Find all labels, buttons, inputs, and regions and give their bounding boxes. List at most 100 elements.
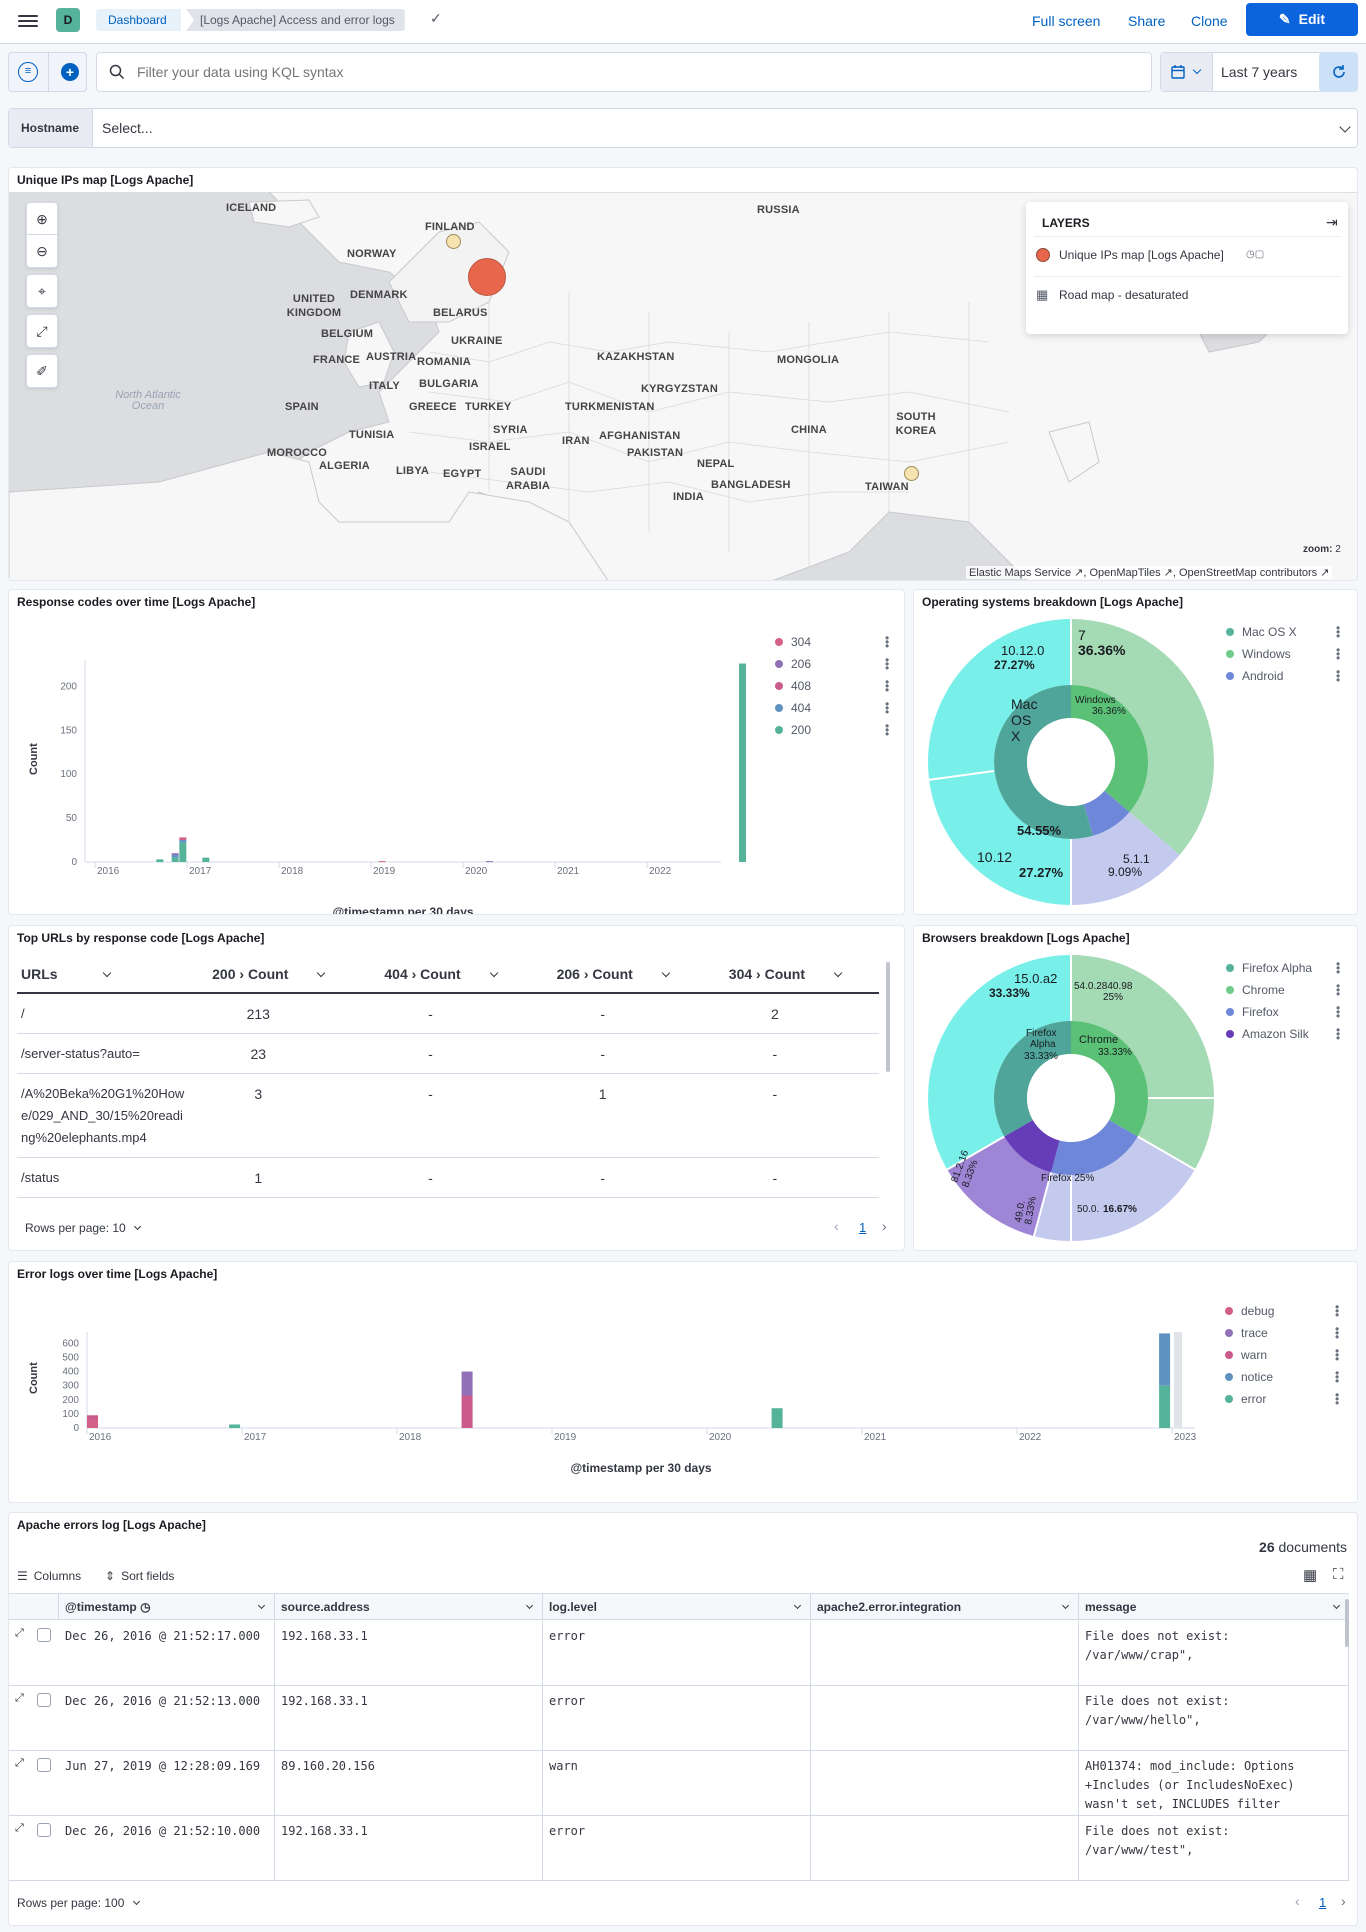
page-number[interactable]: 1 [1319,1895,1327,1910]
fullscreen-map-button[interactable]: ⤢ [26,314,58,348]
grid-cell-lvl[interactable]: error [543,1621,811,1686]
legend-item[interactable]: notice [1225,1370,1273,1384]
bar-304[interactable] [179,838,187,841]
expand-row-icon[interactable]: ⤢ [15,1822,24,1834]
legend-item[interactable]: 408 [775,679,811,693]
chevron-down-icon[interactable] [1061,1601,1070,1610]
grid-column-header[interactable]: apache2.error.integration [811,1594,1079,1620]
zoom-out-icon[interactable]: ⊖ [36,243,48,259]
bar-warn[interactable] [461,1395,473,1428]
chevron-down-icon[interactable] [525,1601,534,1610]
grid-cell-int[interactable] [811,1621,1079,1686]
grid-cell-ts[interactable]: Jun 27, 2019 @ 12:28:09.169 [59,1751,275,1816]
legend-options-icon[interactable]: • • • [1335,1344,1340,1366]
bar-debug[interactable] [87,1419,98,1428]
legend-item[interactable]: Firefox [1226,1005,1279,1019]
column-header[interactable]: 304 › Count [707,956,879,993]
chevron-down-icon[interactable] [661,968,671,978]
grid-cell-int[interactable] [811,1751,1079,1816]
bar-200[interactable] [202,857,210,862]
bar-error[interactable] [229,1424,241,1428]
legend-item[interactable]: warn [1225,1348,1267,1362]
grid-cell-int[interactable] [811,1816,1079,1881]
fullscreen-icon[interactable]: ⛶ [1333,1566,1344,1583]
legend-options-icon[interactable]: • • • [1335,1322,1340,1344]
filter-menu-icon[interactable]: ≡ [18,62,38,82]
map-point-small[interactable] [904,466,919,481]
scrollbar[interactable] [886,962,890,1072]
time-range-label[interactable]: Last 7 years [1221,64,1298,80]
legend-options-icon[interactable]: • • • [1335,1366,1340,1388]
map-point-large[interactable] [468,258,506,296]
legend-item[interactable]: 304 [775,635,811,649]
breadcrumb-dashboard[interactable]: Dashboard [96,9,181,31]
legend-item[interactable]: 404 [775,701,811,715]
layer-item[interactable]: Unique IPs map [Logs Apache] ◷▢ [1034,236,1340,274]
full-screen-link[interactable]: Full screen [1032,13,1101,29]
legend-options-icon[interactable]: • • • [885,653,890,675]
kql-search-input[interactable] [137,61,1137,83]
legend-options-icon[interactable]: • • • [1336,643,1341,665]
bar-200[interactable] [156,859,164,862]
prev-page-icon[interactable]: ‹ [834,1218,839,1234]
legend-options-icon[interactable]: • • • [1335,1300,1340,1322]
legend-item[interactable]: 206 [775,657,811,671]
legend-options-icon[interactable]: • • • [1336,665,1341,687]
hostname-select[interactable]: Select... [102,120,153,136]
legend-options-icon[interactable]: • • • [885,697,890,719]
quick-menu-button[interactable] [1161,53,1213,91]
grid-cell-int[interactable] [811,1686,1079,1751]
kql-search-bar[interactable] [96,52,1152,92]
expand-row-icon[interactable]: ⤢ [15,1627,24,1639]
grid-cell-msg[interactable]: File does not exist: /var/www/hello", [1079,1686,1349,1751]
grid-column-header[interactable]: log.level [543,1594,811,1620]
legend-item[interactable]: Chrome [1226,983,1285,997]
error-logs-chart[interactable]: 0 100 200 300 400 500 600 2016 2017 2018 2019 2020 2… [9,1282,1358,1503]
legend-options-icon[interactable]: • • • [1336,1023,1341,1045]
prev-page-icon[interactable]: ‹ [1295,1893,1300,1909]
legend-options-icon[interactable]: • • • [885,675,890,697]
grid-column-header[interactable]: message [1079,1594,1349,1620]
set-view-button[interactable]: ⌖ [26,274,58,308]
chevron-down-icon[interactable] [489,968,498,978]
chevron-down-icon[interactable] [317,968,326,978]
rows-per-page[interactable]: Rows per page: 100 [17,1896,140,1910]
expand-row-icon[interactable]: ⤢ [15,1692,24,1704]
layer-item[interactable]: ▦ Road map - desaturated [1034,276,1340,314]
row-checkbox[interactable] [37,1823,51,1837]
edit-button[interactable]: ✎ Edit [1246,3,1358,36]
attribution-link[interactable]: OpenMapTiles [1089,567,1161,579]
add-filter-icon[interactable]: + [61,63,79,81]
bar-warn[interactable] [87,1415,98,1420]
scrollbar[interactable] [1345,1599,1349,1647]
legend-item[interactable]: Firefox Alpha [1226,961,1312,975]
legend-options-icon[interactable]: • • • [885,719,890,741]
grid-cell-ts[interactable]: Dec 26, 2016 @ 21:52:10.000 [59,1816,275,1881]
legend-item[interactable]: Android [1226,669,1283,683]
page-number[interactable]: 1 [859,1220,867,1235]
rows-per-page[interactable]: Rows per page: 10 [25,1221,142,1235]
column-header[interactable]: 404 › Count [362,956,534,993]
grid-cell-msg[interactable]: AH01374: mod_include: Options +Includes … [1079,1751,1349,1816]
column-header[interactable]: 206 › Count [535,956,707,993]
sort-fields-button[interactable]: ⇕ Sort fields [105,1569,175,1583]
legend-options-icon[interactable]: • • • [885,631,890,653]
bar-trace[interactable] [461,1371,473,1396]
legend-item[interactable]: Mac OS X [1226,625,1297,639]
grid-cell-ts[interactable]: Dec 26, 2016 @ 21:52:13.000 [59,1686,275,1751]
legend-options-icon[interactable]: • • • [1336,1001,1341,1023]
bar-404[interactable] [179,840,187,843]
map-point-small[interactable] [446,234,461,249]
draw-tool-button[interactable]: ✐ [26,354,58,388]
menu-icon[interactable] [18,12,38,30]
legend-item[interactable]: trace [1225,1326,1268,1340]
bar-200[interactable] [739,663,746,862]
grid-cell-lvl[interactable]: error [543,1816,811,1881]
grid-column-header[interactable]: @timestamp ◷ [59,1594,275,1620]
legend-options-icon[interactable]: • • • [1336,957,1341,979]
hostname-control[interactable]: Hostname Select... [8,108,1358,148]
grid-column-header[interactable]: source.address [275,1594,543,1620]
grid-cell-src[interactable]: 192.168.33.1 [275,1816,543,1881]
map-canvas[interactable]: ICELAND RUSSIA FINLAND NORWAY DENMARK UNITED … [9,192,1357,580]
chevron-down-icon[interactable] [833,968,843,978]
